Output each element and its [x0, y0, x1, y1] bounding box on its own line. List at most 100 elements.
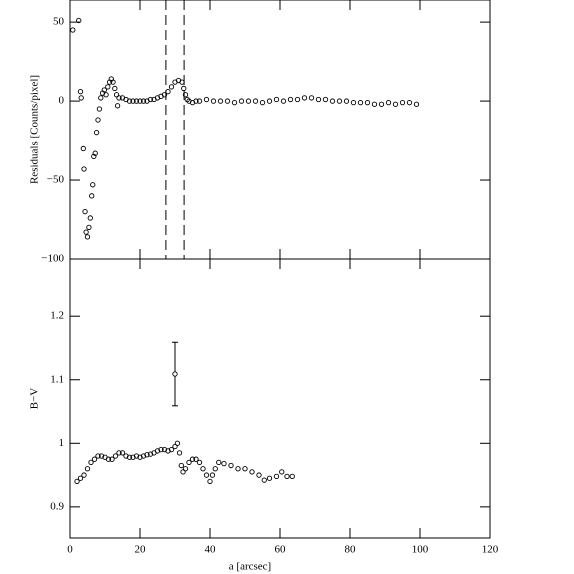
data-point	[77, 88, 84, 95]
data-point	[165, 88, 171, 95]
data-point	[95, 453, 101, 459]
data-point	[103, 92, 109, 98]
data-point	[399, 100, 406, 106]
data-point	[181, 85, 187, 92]
data-point	[280, 98, 287, 104]
y-tick-label: −50	[47, 174, 65, 186]
data-point	[413, 101, 420, 107]
data-point	[266, 475, 273, 481]
data-point	[231, 100, 238, 106]
data-point	[209, 472, 216, 478]
data-point	[336, 98, 343, 104]
data-point	[196, 459, 203, 466]
data-point	[238, 98, 245, 104]
data-point	[207, 478, 213, 485]
y-tick-label: 50	[53, 16, 65, 28]
y-tick-label: 1	[59, 437, 65, 449]
data-point	[105, 84, 111, 90]
data-point	[91, 456, 98, 462]
data-point	[252, 98, 259, 104]
data-point	[203, 96, 210, 103]
data-point	[168, 447, 175, 453]
data-point	[116, 95, 122, 101]
x-tick-label: 80	[345, 544, 357, 556]
data-point	[249, 469, 255, 475]
data-point	[140, 453, 147, 459]
data-point	[86, 224, 92, 231]
data-point	[74, 478, 80, 485]
data-point	[212, 466, 218, 472]
data-point	[130, 454, 136, 460]
data-point	[378, 101, 385, 107]
data-point	[81, 166, 87, 172]
data-point	[93, 130, 100, 136]
data-point	[82, 208, 88, 215]
data-point	[273, 96, 280, 103]
y-tick-label: 0	[59, 95, 65, 107]
data-point	[98, 453, 105, 459]
data-point	[256, 472, 262, 478]
data-point	[284, 473, 290, 480]
data-point	[130, 98, 136, 104]
data-point	[189, 456, 196, 462]
y-axis-label: B−V	[29, 388, 41, 410]
data-point	[81, 472, 87, 478]
data-point	[109, 456, 115, 462]
data-point	[140, 98, 147, 104]
data-point	[200, 466, 206, 472]
data-point	[137, 98, 143, 104]
data-point	[178, 462, 184, 469]
data-point	[161, 447, 168, 453]
data-point	[182, 466, 189, 472]
data-point	[224, 98, 231, 104]
data-point	[112, 85, 118, 92]
data-point	[221, 460, 227, 467]
x-tick-label: 60	[275, 544, 287, 556]
data-point	[350, 100, 357, 106]
data-point	[216, 459, 222, 466]
data-point	[110, 79, 116, 85]
data-point	[217, 98, 224, 104]
data-point	[119, 450, 126, 456]
data-point	[357, 100, 364, 106]
data-point	[78, 95, 84, 101]
data-point	[364, 100, 371, 106]
data-point	[161, 92, 168, 98]
data-point	[137, 454, 143, 460]
data-point	[261, 477, 267, 483]
data-point	[133, 453, 140, 459]
data-point	[235, 466, 241, 472]
data-point	[179, 79, 185, 85]
data-point	[70, 27, 76, 33]
data-point	[245, 98, 252, 104]
data-point	[172, 371, 178, 377]
data-point	[289, 473, 295, 480]
data-point	[112, 453, 119, 459]
data-point	[196, 98, 203, 104]
data-point	[158, 447, 164, 453]
data-point	[174, 440, 181, 446]
data-point	[294, 96, 301, 103]
data-point	[88, 459, 94, 466]
data-point	[385, 100, 392, 106]
data-point	[259, 100, 266, 106]
data-point	[193, 456, 199, 462]
data-point	[315, 96, 322, 103]
data-point	[182, 92, 189, 98]
data-point	[186, 459, 192, 466]
data-point	[176, 450, 183, 456]
data-point	[83, 229, 89, 235]
y-tick-label: 1.1	[50, 373, 64, 385]
data-point	[105, 456, 112, 462]
data-point	[96, 106, 103, 112]
y-tick-label: 1.2	[50, 310, 64, 322]
data-point	[406, 100, 413, 106]
data-point	[154, 448, 161, 454]
data-point	[308, 95, 315, 101]
data-point	[273, 473, 280, 480]
data-point	[84, 234, 91, 240]
plot-frame	[69, 0, 491, 260]
y-tick-label: 0.9	[50, 500, 64, 512]
data-point	[80, 145, 86, 152]
y-tick-label: −100	[41, 253, 64, 265]
